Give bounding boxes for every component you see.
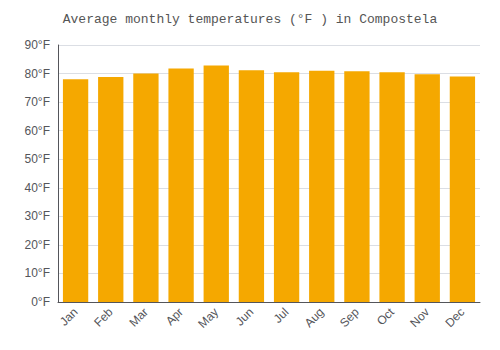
svg-text:10°F: 10°F	[25, 266, 50, 280]
svg-text:Nov: Nov	[407, 305, 432, 330]
svg-text:Sep: Sep	[337, 305, 362, 330]
svg-text:Feb: Feb	[91, 305, 116, 330]
svg-text:30°F: 30°F	[25, 209, 50, 223]
svg-text:0°F: 0°F	[31, 295, 50, 309]
svg-text:50°F: 50°F	[25, 152, 50, 166]
svg-text:Dec: Dec	[442, 305, 467, 330]
svg-text:20°F: 20°F	[25, 238, 50, 252]
svg-text:Average monthly temperatures (: Average monthly temperatures (°F ) in Co…	[63, 12, 438, 27]
svg-text:May: May	[195, 305, 221, 331]
svg-text:Aug: Aug	[302, 305, 327, 330]
svg-text:90°F: 90°F	[25, 38, 50, 52]
svg-text:Apr: Apr	[163, 305, 186, 328]
svg-text:Oct: Oct	[374, 305, 398, 329]
svg-text:Jan: Jan	[57, 305, 81, 329]
svg-text:70°F: 70°F	[25, 95, 50, 109]
svg-text:80°F: 80°F	[25, 67, 50, 81]
svg-text:40°F: 40°F	[25, 181, 50, 195]
svg-text:60°F: 60°F	[25, 124, 50, 138]
svg-text:Jun: Jun	[233, 305, 257, 329]
svg-text:Jul: Jul	[271, 305, 292, 326]
svg-text:Mar: Mar	[126, 305, 151, 329]
